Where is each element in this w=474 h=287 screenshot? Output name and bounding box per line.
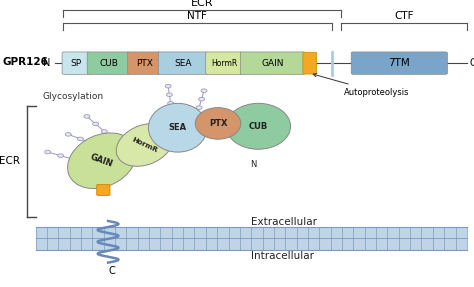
Text: SEA: SEA xyxy=(174,59,192,68)
Text: PTX: PTX xyxy=(136,59,153,68)
Text: Extracellular: Extracellular xyxy=(251,218,317,227)
Text: N: N xyxy=(250,160,257,169)
Text: NTF: NTF xyxy=(187,11,207,21)
Circle shape xyxy=(165,84,171,88)
Circle shape xyxy=(92,122,99,126)
Circle shape xyxy=(84,115,90,118)
Text: PTX: PTX xyxy=(209,119,228,128)
Text: CUB: CUB xyxy=(99,59,118,68)
Circle shape xyxy=(58,154,64,158)
Circle shape xyxy=(45,150,51,154)
Text: SP: SP xyxy=(70,59,82,68)
Text: ECR: ECR xyxy=(191,0,213,8)
FancyBboxPatch shape xyxy=(62,52,90,74)
FancyBboxPatch shape xyxy=(240,52,305,74)
Circle shape xyxy=(199,97,204,101)
Text: N: N xyxy=(43,58,51,68)
Bar xyxy=(36,227,467,250)
FancyBboxPatch shape xyxy=(97,185,110,195)
Text: 7TM: 7TM xyxy=(389,58,410,68)
Text: SP: SP xyxy=(248,142,259,151)
Ellipse shape xyxy=(195,108,241,139)
Ellipse shape xyxy=(226,103,291,149)
FancyBboxPatch shape xyxy=(87,52,130,74)
Circle shape xyxy=(90,142,95,145)
Text: GPR126: GPR126 xyxy=(2,57,48,67)
Circle shape xyxy=(71,158,76,161)
FancyBboxPatch shape xyxy=(128,52,161,74)
FancyBboxPatch shape xyxy=(206,52,243,74)
Text: CTF: CTF xyxy=(394,11,414,21)
Text: ECR: ECR xyxy=(0,156,20,166)
Text: Autoproteolysis: Autoproteolysis xyxy=(313,73,410,96)
Circle shape xyxy=(196,106,202,109)
FancyBboxPatch shape xyxy=(351,52,447,74)
Ellipse shape xyxy=(68,133,136,189)
Text: Glycosylation: Glycosylation xyxy=(43,92,104,101)
Text: SEA: SEA xyxy=(169,123,187,132)
Circle shape xyxy=(166,93,173,96)
Text: C: C xyxy=(109,266,115,276)
Text: C: C xyxy=(470,58,474,68)
Text: HormR: HormR xyxy=(211,59,237,68)
Ellipse shape xyxy=(148,103,207,152)
Circle shape xyxy=(101,130,107,133)
FancyBboxPatch shape xyxy=(158,52,208,74)
Circle shape xyxy=(201,89,207,92)
Circle shape xyxy=(65,133,71,136)
Text: GAIN: GAIN xyxy=(262,59,284,68)
Text: HormR: HormR xyxy=(131,136,158,154)
Ellipse shape xyxy=(116,124,173,166)
Text: GAIN: GAIN xyxy=(90,152,114,169)
Text: Intracellular: Intracellular xyxy=(251,251,314,261)
Circle shape xyxy=(168,102,173,105)
FancyBboxPatch shape xyxy=(303,52,317,74)
Circle shape xyxy=(77,137,83,141)
Text: CUB: CUB xyxy=(249,122,268,131)
